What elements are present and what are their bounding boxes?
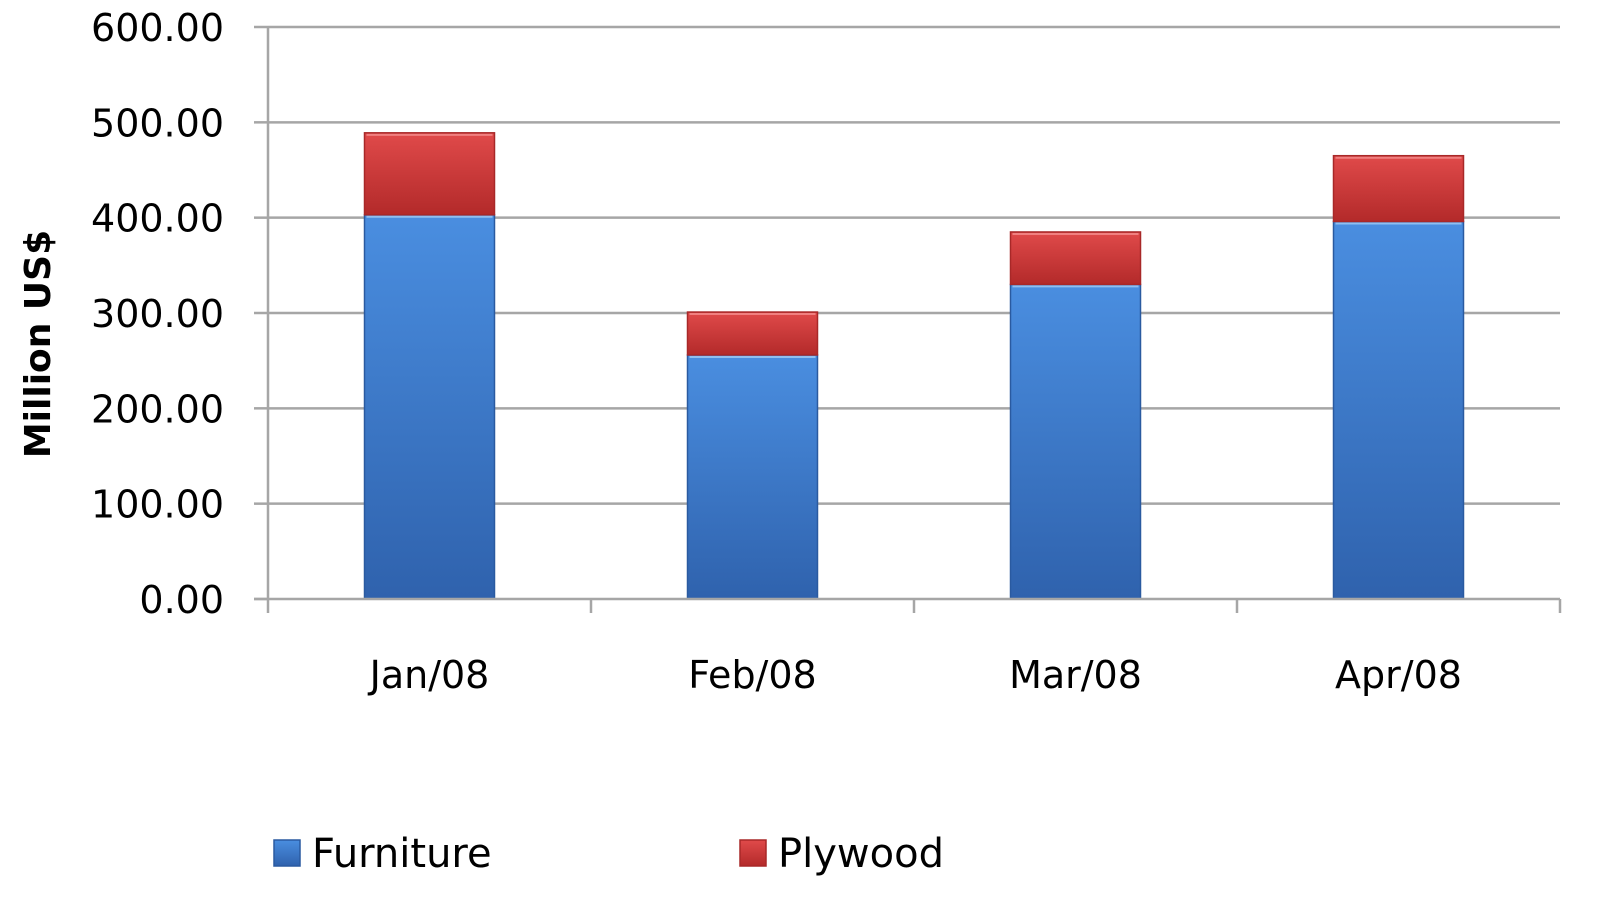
- x-tick-label: Jan/08: [368, 653, 490, 697]
- axes: [254, 27, 1562, 613]
- y-tick-label: 500.00: [91, 101, 224, 145]
- y-axis-tick-labels: 0.00 100.00 200.00 300.00 400.00 500.00 600.00: [91, 6, 224, 622]
- y-tick-label: 100.00: [91, 483, 224, 527]
- legend-swatch-furniture: [273, 839, 301, 867]
- y-tick-label: 200.00: [91, 387, 224, 431]
- bar-plywood-jan-08: [363, 132, 496, 216]
- legend-label-plywood: Plywood: [778, 831, 944, 877]
- legend-label-furniture: Furniture: [312, 831, 492, 877]
- bars: [363, 132, 1465, 600]
- bar-plywood-mar-08: [1009, 231, 1142, 286]
- y-axis-title: Million US$: [18, 230, 59, 458]
- bar-furniture-jan-08: [363, 214, 496, 600]
- y-tick-label: 600.00: [91, 6, 224, 50]
- bar-furniture-mar-08: [1009, 283, 1142, 600]
- bar-furniture-apr-08: [1332, 220, 1465, 600]
- bar-plywood-apr-08: [1332, 154, 1465, 223]
- legend: Furniture Plywood: [273, 831, 944, 877]
- legend-swatch-plywood: [739, 839, 767, 867]
- x-axis-tick-labels: Jan/08 Feb/08 Mar/08 Apr/08: [368, 653, 1462, 697]
- x-tick-label: Mar/08: [1009, 653, 1142, 697]
- y-tick-label: 0.00: [139, 578, 224, 622]
- y-tick-label: 400.00: [91, 197, 224, 241]
- x-tick-label: Apr/08: [1335, 653, 1462, 697]
- bar-furniture-feb-08: [686, 354, 819, 600]
- y-tick-label: 300.00: [91, 292, 224, 336]
- x-tick-label: Feb/08: [688, 653, 816, 697]
- bar-plywood-feb-08: [686, 311, 819, 356]
